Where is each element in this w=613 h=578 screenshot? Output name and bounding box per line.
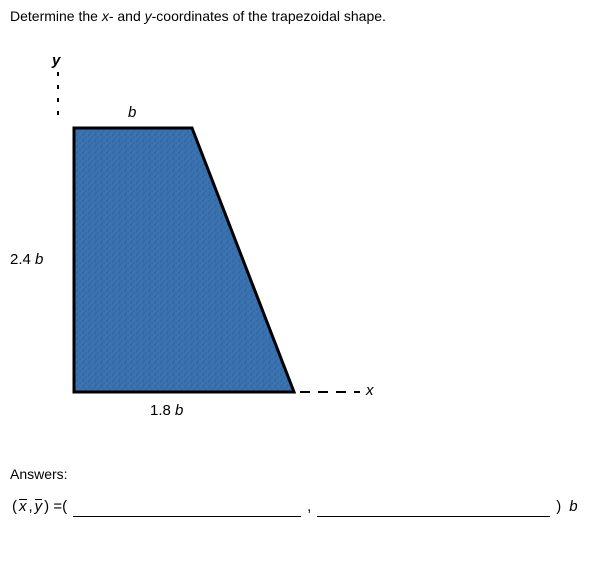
comma-inside: , <box>29 498 33 515</box>
dim-left-var: b <box>35 251 43 268</box>
answer-x-input[interactable] <box>73 496 301 517</box>
text-mid: - and <box>109 8 145 24</box>
text-suffix: -coordinates of the trapezoidal shape. <box>152 8 386 24</box>
paren-close: ) <box>556 498 561 515</box>
figure-container: y x b 2.4 b 1.8 b <box>10 32 390 452</box>
sep-comma: , <box>307 498 311 515</box>
var-x: x <box>102 8 109 24</box>
unit-b: b <box>569 498 577 515</box>
paren-open: ( <box>12 498 17 515</box>
var-y: y <box>145 8 152 24</box>
dim-left-value: 2.4 <box>10 251 31 268</box>
answer-y-input[interactable] <box>317 496 550 517</box>
dim-bottom: 1.8 b <box>150 402 183 419</box>
trapezoid-shape <box>74 128 294 392</box>
axis-y-label: y <box>52 52 60 69</box>
close-eq: ) =( <box>44 498 67 515</box>
answer-row: ( x , y ) =( , ) b <box>10 496 603 517</box>
dim-bottom-var: b <box>175 402 183 419</box>
dim-top: b <box>128 104 136 121</box>
dim-bottom-value: 1.8 <box>150 402 171 419</box>
text-prefix: Determine the <box>10 8 102 24</box>
trapezoid-figure <box>10 32 390 452</box>
dim-left: 2.4 b <box>10 251 43 268</box>
answers-label: Answers: <box>10 466 603 482</box>
y-bar: y <box>35 498 43 515</box>
x-bar: x <box>19 498 27 515</box>
problem-statement: Determine the x- and y-coordinates of th… <box>10 8 603 24</box>
axis-x-label: x <box>366 382 374 399</box>
